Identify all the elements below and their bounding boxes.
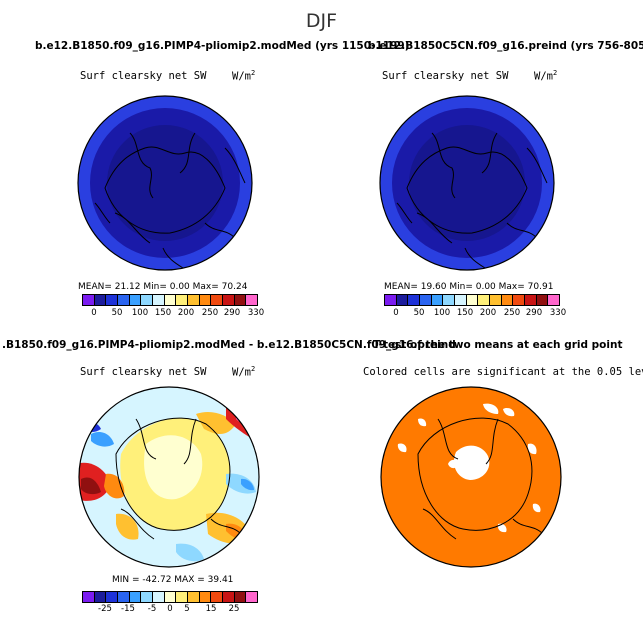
colorbar-tick: 50 [413,308,425,318]
colorbar-swatch [176,592,189,602]
colorbar-tick: 250 [503,308,521,318]
variable-label-top-right: Surf clearsky net SW [382,70,509,82]
colorbar-tick: 200 [479,308,497,318]
colorbar-swatch [188,592,200,602]
colorbar-swatch [164,592,177,602]
colorbar-swatch [246,295,258,305]
colorbar-swatch [536,295,549,305]
colorbar-tick: -5 [147,604,157,614]
colorbar-tick: 290 [223,308,241,318]
panel-title-bottom-right: T-test of the two means at each grid poi… [373,339,623,351]
colorbar-swatch [408,295,421,305]
colorbar-tick: -25 [98,604,112,614]
colorbar-swatch [129,592,142,602]
colorbar-swatch [420,295,432,305]
colorbar-swatch [153,592,165,602]
colorbar-tick: 290 [525,308,543,318]
colorbar-swatch [199,592,212,602]
colorbar-swatch [141,295,154,305]
polar-map-bottom-left [78,386,260,568]
colorbar-tick: 250 [201,308,219,318]
colorbar-swatch [83,592,95,602]
colorbar-swatch [164,295,177,305]
colorbar-swatch [234,592,247,602]
colorbar-tick: 5 [184,604,190,614]
colorbar-swatch [490,295,502,305]
colorbar-swatch [431,295,444,305]
colorbar-swatch [223,592,235,602]
colorbar-swatch [396,295,409,305]
panel-title-top-right: b.e12.B1850C5CN.f09_g16.preind (yrs 756-… [368,40,643,52]
colorbar-swatch [153,295,165,305]
colorbar-tick: 50 [111,308,123,318]
stats-top-left: MEAN= 21.12 Min= 0.00 Max= 70.24 [78,282,248,292]
variable-label-top-left: Surf clearsky net SW [80,70,207,82]
colorbar-tick: 0 [393,308,399,318]
colorbar-swatch [94,295,107,305]
panel-title-bottom-left: .B1850.f09_g16.PIMP4-pliomip2.modMed - b… [2,339,456,351]
colorbar-top-left [82,294,258,306]
colorbar-tick: -15 [121,604,135,614]
colorbar-swatch [129,295,142,305]
ttest-subtitle: Colored cells are significant at the 0.0… [363,366,643,378]
colorbar-swatch [118,295,130,305]
colorbar-top-right [384,294,560,306]
polar-map-bottom-right [380,386,562,568]
colorbar-tick: 150 [456,308,474,318]
colorbar-swatch [525,295,537,305]
colorbar-swatch [211,592,224,602]
colorbar-swatch [199,295,212,305]
colorbar-tick: 150 [154,308,172,318]
units-label-bottom-left: W/m2 [232,365,256,379]
colorbar-swatch [548,295,560,305]
units-label-top-left: W/m2 [232,69,256,83]
colorbar-swatch [513,295,526,305]
colorbar-tick: 200 [177,308,195,318]
colorbar-tick: 100 [131,308,149,318]
colorbar-swatch [188,295,200,305]
stats-top-right: MEAN= 19.60 Min= 0.00 Max= 70.91 [384,282,554,292]
colorbar-swatch [385,295,397,305]
colorbar-swatch [443,295,456,305]
polar-map-top-right [379,95,555,271]
colorbar-swatch [246,592,258,602]
variable-label-bottom-left: Surf clearsky net SW [80,366,207,378]
colorbar-swatch [83,295,95,305]
polar-map-top-left [77,95,253,271]
stats-bottom-left: MIN = -42.72 MAX = 39.41 [112,575,234,585]
panel-title-top-left: b.e12.B1850.f09_g16.PIMP4-pliomip2.modMe… [35,40,410,52]
colorbar-swatch [234,295,247,305]
colorbar-swatch [501,295,514,305]
colorbar-bottom-left [82,591,258,603]
colorbar-tick: 0 [91,308,97,318]
colorbar-tick: 0 [167,604,173,614]
colorbar-swatch [211,295,224,305]
colorbar-swatch [106,295,119,305]
colorbar-swatch [94,592,107,602]
colorbar-tick: 330 [247,308,265,318]
colorbar-swatch [223,295,235,305]
colorbar-swatch [455,295,467,305]
colorbar-swatch [141,592,154,602]
colorbar-tick: 25 [228,604,240,614]
colorbar-swatch [106,592,119,602]
season-title: DJF [305,10,338,32]
units-label-top-right: W/m2 [534,69,558,83]
colorbar-swatch [176,295,189,305]
colorbar-tick: 100 [433,308,451,318]
colorbar-swatch [118,592,130,602]
colorbar-swatch [466,295,479,305]
colorbar-swatch [478,295,491,305]
colorbar-tick: 330 [549,308,567,318]
colorbar-tick: 15 [205,604,217,614]
